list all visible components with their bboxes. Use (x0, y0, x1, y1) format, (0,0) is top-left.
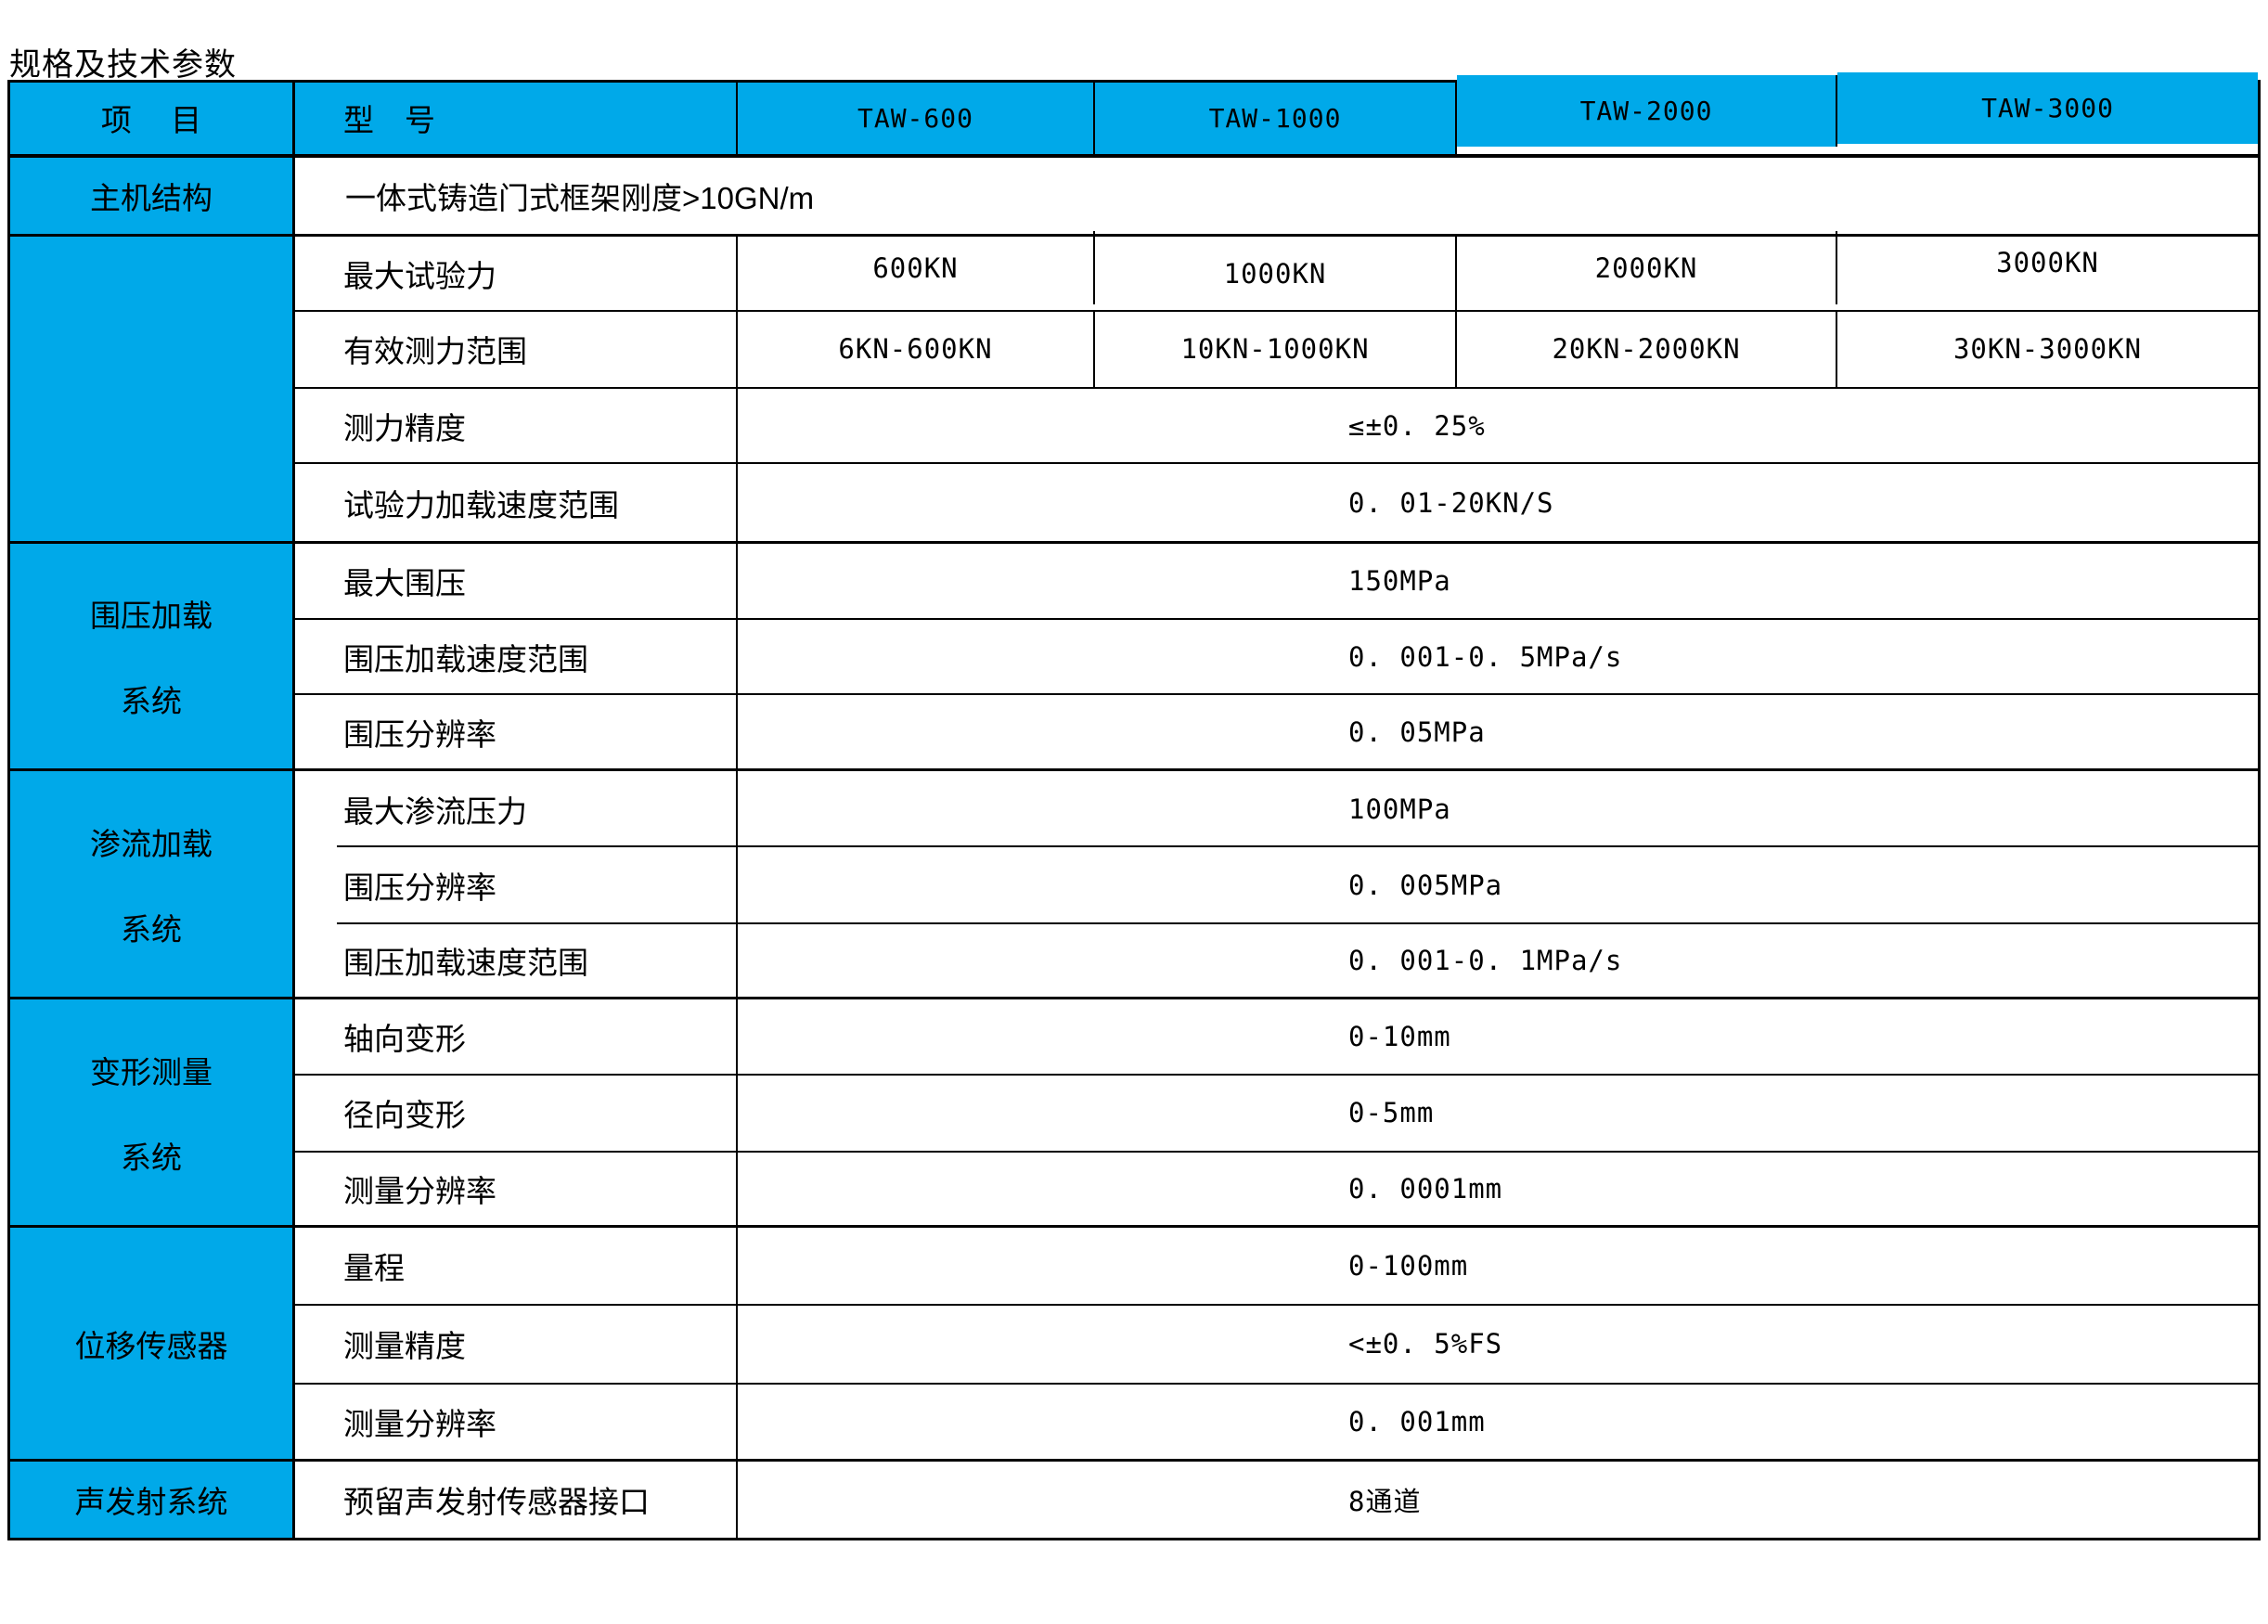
group-force-blank (10, 237, 292, 545)
row-label: 有效测力范围 (295, 312, 738, 387)
row-label: 预留声发射传感器接口 (295, 1462, 738, 1538)
range-taw-2000: 20KN-2000KN (1457, 312, 1837, 387)
group-label-line: 变形测量 (90, 1054, 213, 1089)
seepage-resolution-value: 0. 005MPa (1348, 870, 1503, 902)
group-acoustic-system: 声发射系统 (10, 1462, 292, 1539)
row-label: 最大试验力 (295, 237, 738, 311)
confining-resolution-value: 0. 05MPa (1348, 715, 1486, 748)
model-header-taw-3000: TAW-3000 (1837, 72, 2258, 144)
row-displacement-accuracy: 测量精度 <±0. 5%FS (295, 1305, 2258, 1385)
displacement-accuracy-value: <±0. 5%FS (1348, 1328, 1503, 1360)
group-label-line: 渗流加载 (90, 826, 213, 861)
row-seepage-resolution: 围压分辨率 0. 005MPa (295, 846, 2258, 924)
model-header-taw-600: TAW-600 (738, 83, 1095, 154)
table-header-row: 型 号 TAW-600 TAW-1000 TAW-2000 TAW-3000 (295, 72, 2258, 158)
row-label: 测量分辨率 (295, 1152, 738, 1226)
row-label: 测力精度 (295, 388, 738, 463)
row-max-force: 最大试验力 600KN 1000KN 2000KN 3000KN (295, 231, 2258, 313)
max-force-taw-600: 600KN (738, 231, 1095, 305)
spec-table: 项 目 主机结构 围压加载 系统 渗流加载 系统 变形测量 系统 位移传感器 声… (7, 72, 2261, 1540)
deformation-resolution-value: 0. 0001mm (1348, 1172, 1503, 1205)
row-label: 围压分辨率 (295, 846, 738, 924)
axial-deformation-value: 0-10mm (1348, 1021, 1451, 1053)
row-effective-range: 有效测力范围 6KN-600KN 10KN-1000KN 20KN-2000KN… (295, 312, 2258, 389)
displacement-resolution-value: 0. 001mm (1348, 1405, 1486, 1437)
seepage-speed-value: 0. 001-0. 1MPa/s (1348, 944, 1623, 976)
row-label: 最大围压 (295, 544, 738, 618)
max-force-taw-1000: 1000KN (1095, 237, 1457, 311)
acoustic-interface-value: 8通道 (1348, 1486, 1422, 1518)
rows-area: 型 号 TAW-600 TAW-1000 TAW-2000 TAW-3000 一… (295, 72, 2258, 1538)
row-confining-max: 最大围压 150MPa (295, 544, 2258, 620)
row-label: 最大渗流压力 (295, 771, 738, 847)
row-displacement-range: 量程 0-100mm (295, 1228, 2258, 1306)
group-column: 项 目 主机结构 围压加载 系统 渗流加载 系统 变形测量 系统 位移传感器 声… (10, 83, 295, 1539)
row-seepage-max: 最大渗流压力 100MPa (295, 771, 2258, 847)
group-main-structure: 主机结构 (10, 157, 292, 238)
group-deformation-system: 变形测量 系统 (10, 999, 292, 1229)
model-column-header: 型 号 (295, 83, 738, 154)
row-axial-deformation: 轴向变形 0-10mm (295, 999, 2258, 1076)
group-displacement-sensor: 位移传感器 (10, 1228, 292, 1463)
row-label: 径向变形 (295, 1075, 738, 1151)
confining-max-value: 150MPa (1348, 564, 1451, 597)
force-accuracy-value: ≤±0. 25% (1348, 409, 1486, 442)
row-label: 轴向变形 (295, 999, 738, 1074)
row-label: 围压加载速度范围 (295, 923, 738, 998)
row-confining-resolution: 围压分辨率 0. 05MPa (295, 695, 2258, 772)
group-label-line: 系统 (121, 911, 182, 947)
confining-speed-value: 0. 001-0. 5MPa/s (1348, 640, 1623, 673)
force-loading-speed-value: 0. 01-20KN/S (1348, 486, 1554, 519)
row-radial-deformation: 径向变形 0-5mm (295, 1075, 2258, 1153)
row-force-loading-speed: 试验力加载速度范围 0. 01-20KN/S (295, 464, 2258, 545)
range-taw-1000: 10KN-1000KN (1095, 312, 1457, 387)
row-force-accuracy: 测力精度 ≤±0. 25% (295, 388, 2258, 465)
row-divider (337, 922, 2258, 924)
model-header-taw-1000: TAW-1000 (1095, 83, 1457, 154)
main-structure-value: 一体式铸造门式框架刚度>10GN/m (345, 181, 815, 216)
row-main-structure: 一体式铸造门式框架刚度>10GN/m (295, 157, 2258, 238)
page-title: 规格及技术参数 (9, 46, 237, 84)
row-label: 围压加载速度范围 (295, 619, 738, 694)
row-label: 测量分辨率 (295, 1384, 738, 1460)
group-label-line: 围压加载 (90, 599, 213, 634)
row-acoustic-interface: 预留声发射传感器接口 8通道 (295, 1462, 2258, 1538)
group-seepage-system: 渗流加载 系统 (10, 771, 292, 1000)
row-label: 围压分辨率 (295, 695, 738, 769)
row-confining-speed: 围压加载速度范围 0. 001-0. 5MPa/s (295, 619, 2258, 696)
row-deformation-resolution: 测量分辨率 0. 0001mm (295, 1152, 2258, 1229)
row-label: 试验力加载速度范围 (295, 464, 738, 542)
range-taw-3000: 30KN-3000KN (1952, 333, 2143, 366)
row-label: 量程 (295, 1228, 738, 1304)
model-header-taw-2000: TAW-2000 (1457, 75, 1837, 147)
row-label: 测量精度 (295, 1305, 738, 1383)
group-label-line: 系统 (121, 684, 182, 719)
row-displacement-resolution: 测量分辨率 0. 001mm (295, 1384, 2258, 1463)
group-label-line: 系统 (121, 1140, 182, 1175)
seepage-max-value: 100MPa (1348, 793, 1451, 825)
group-confining-system: 围压加载 系统 (10, 544, 292, 772)
row-seepage-speed: 围压加载速度范围 0. 001-0. 1MPa/s (295, 923, 2258, 1000)
item-column-header: 项 目 (10, 83, 292, 158)
radial-deformation-value: 0-5mm (1348, 1097, 1435, 1129)
displacement-range-value: 0-100mm (1348, 1250, 1469, 1282)
max-force-taw-3000: 3000KN (1996, 246, 2099, 278)
max-force-taw-2000: 2000KN (1457, 231, 1837, 305)
range-taw-600: 6KN-600KN (738, 312, 1095, 387)
row-divider (337, 844, 2258, 847)
